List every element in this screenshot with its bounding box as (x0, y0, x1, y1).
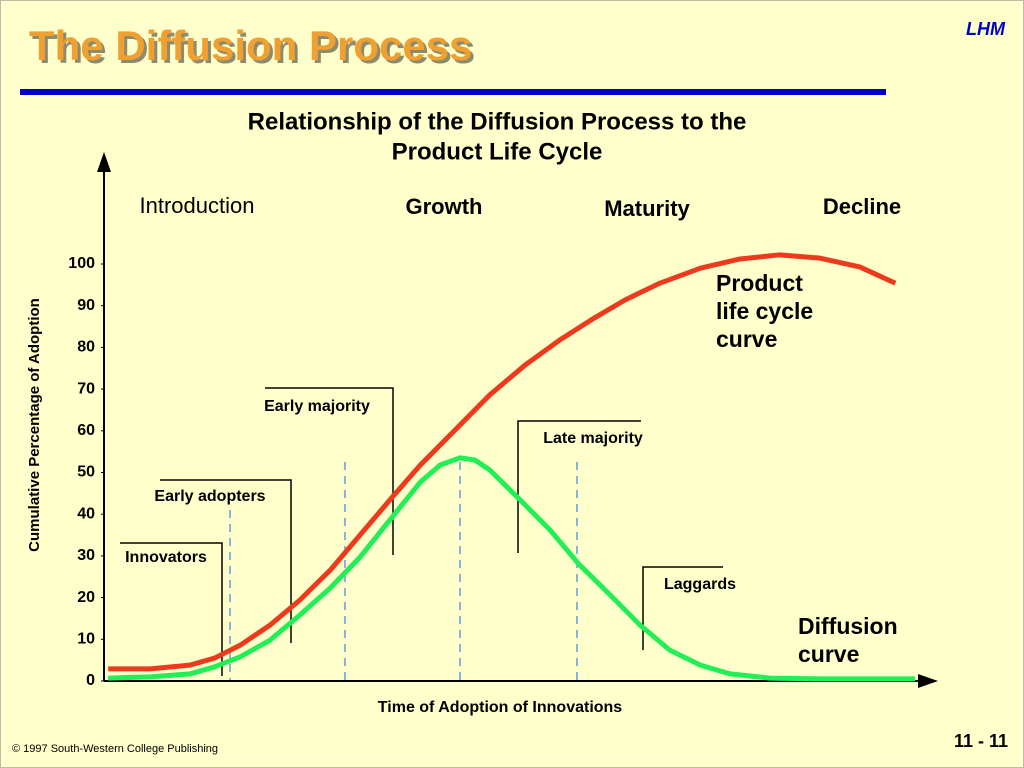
page-number: 11 - 11 (954, 731, 1008, 751)
curve-label: curve (798, 641, 859, 667)
adopter-label: Laggards (664, 576, 736, 593)
bracket (517, 420, 641, 553)
adopter-label: Early majority (264, 398, 370, 415)
stage-label: Growth (406, 194, 483, 219)
stage-label: Decline (823, 194, 901, 219)
curve (108, 252, 897, 672)
curve (108, 455, 916, 682)
adopter-label: Early adopters (154, 488, 265, 505)
slide-title: The Diffusion Process (29, 22, 472, 69)
y-tick-label: 30 (77, 547, 95, 564)
curve-label: Product (716, 270, 803, 296)
x-axis-label: Time of Adoption of Innovations (378, 699, 623, 716)
adopter-label: Innovators (125, 549, 207, 566)
stage-label: Introduction (140, 193, 255, 218)
title-shadow: The Diffusion Process (32, 25, 475, 72)
y-tick-label: 70 (77, 380, 95, 397)
y-tick-label: 20 (77, 589, 95, 606)
footer: © 1997 South-Western College Publishing (12, 743, 218, 755)
curve-label: Diffusion (798, 613, 898, 639)
x-arrow (918, 674, 938, 688)
y-tick-label: 90 (77, 297, 95, 314)
y-tick-label: 80 (77, 339, 95, 356)
y-tick-label: 50 (77, 464, 95, 481)
y-arrow (97, 152, 111, 172)
bracket (160, 479, 292, 643)
adopter-label: Late majority (543, 430, 643, 447)
y-tick-label: 100 (68, 255, 95, 272)
y-tick-label: 0 (86, 672, 95, 689)
chart-title: Product Life Cycle (392, 138, 603, 165)
y-tick-label: 10 (77, 631, 95, 648)
deviation-lines (229, 462, 578, 681)
curve-label: curve (716, 326, 777, 352)
bracket (642, 566, 723, 650)
title-rule (20, 89, 886, 95)
y-tick-label: 60 (77, 422, 95, 439)
bracket (120, 542, 223, 676)
y-tick-label: 40 (77, 505, 95, 522)
stage-label: Maturity (604, 196, 690, 221)
curve-label: life cycle (716, 298, 813, 324)
chart-title: Relationship of the Diffusion Process to… (248, 108, 747, 135)
y-axis-label: Cumulative Percentage of Adoption (26, 298, 43, 552)
logo: LHM (966, 19, 1006, 39)
